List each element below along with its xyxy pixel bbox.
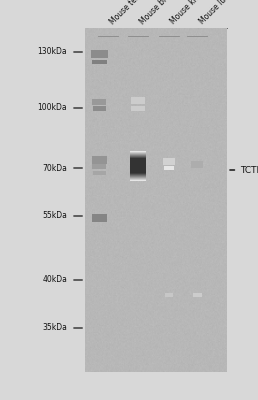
Bar: [130, 151, 147, 152]
Bar: [92, 99, 107, 105]
Bar: [130, 159, 147, 160]
Bar: [130, 158, 147, 159]
Bar: [165, 293, 173, 297]
Bar: [130, 178, 147, 179]
Text: TCTN2: TCTN2: [240, 166, 258, 174]
Bar: [130, 171, 147, 172]
Text: 40kDa: 40kDa: [42, 276, 67, 284]
Bar: [130, 161, 147, 162]
Bar: [130, 165, 147, 166]
Bar: [130, 160, 147, 161]
Bar: [130, 172, 147, 173]
Text: 55kDa: 55kDa: [42, 212, 67, 220]
Bar: [130, 180, 147, 181]
Bar: [130, 177, 147, 178]
Bar: [130, 154, 147, 155]
Bar: [130, 168, 147, 169]
Bar: [130, 179, 147, 180]
Bar: [130, 162, 147, 163]
Bar: [130, 157, 147, 158]
Bar: [132, 106, 145, 111]
Bar: [130, 153, 147, 154]
Bar: [132, 97, 145, 104]
Bar: [191, 161, 203, 168]
Bar: [130, 154, 147, 155]
Bar: [130, 176, 147, 177]
Bar: [92, 60, 107, 64]
Bar: [93, 171, 106, 175]
Text: Mouse brain: Mouse brain: [138, 0, 178, 26]
Bar: [130, 173, 147, 174]
Bar: [130, 171, 147, 172]
Bar: [193, 293, 202, 297]
Bar: [130, 170, 147, 171]
Bar: [164, 166, 174, 170]
Bar: [130, 164, 147, 165]
Bar: [130, 174, 147, 175]
Bar: [91, 50, 108, 58]
Bar: [92, 214, 107, 222]
Text: 100kDa: 100kDa: [37, 104, 67, 112]
Bar: [163, 158, 175, 165]
Bar: [92, 164, 107, 169]
Bar: [130, 167, 147, 168]
Bar: [130, 163, 147, 164]
Text: Mouse lung: Mouse lung: [197, 0, 235, 26]
Bar: [93, 106, 106, 111]
Bar: [92, 156, 107, 164]
Bar: [130, 155, 147, 156]
Bar: [130, 152, 147, 153]
Bar: [130, 169, 147, 170]
Bar: [130, 156, 147, 157]
Text: 35kDa: 35kDa: [42, 324, 67, 332]
Bar: [130, 169, 147, 170]
Text: 70kDa: 70kDa: [42, 164, 67, 172]
Bar: [130, 156, 147, 157]
Text: Mouse testis: Mouse testis: [108, 0, 149, 26]
Bar: [130, 166, 147, 167]
Bar: [130, 175, 147, 176]
Text: 130kDa: 130kDa: [37, 48, 67, 56]
Text: Mouse kidney: Mouse kidney: [169, 0, 213, 26]
